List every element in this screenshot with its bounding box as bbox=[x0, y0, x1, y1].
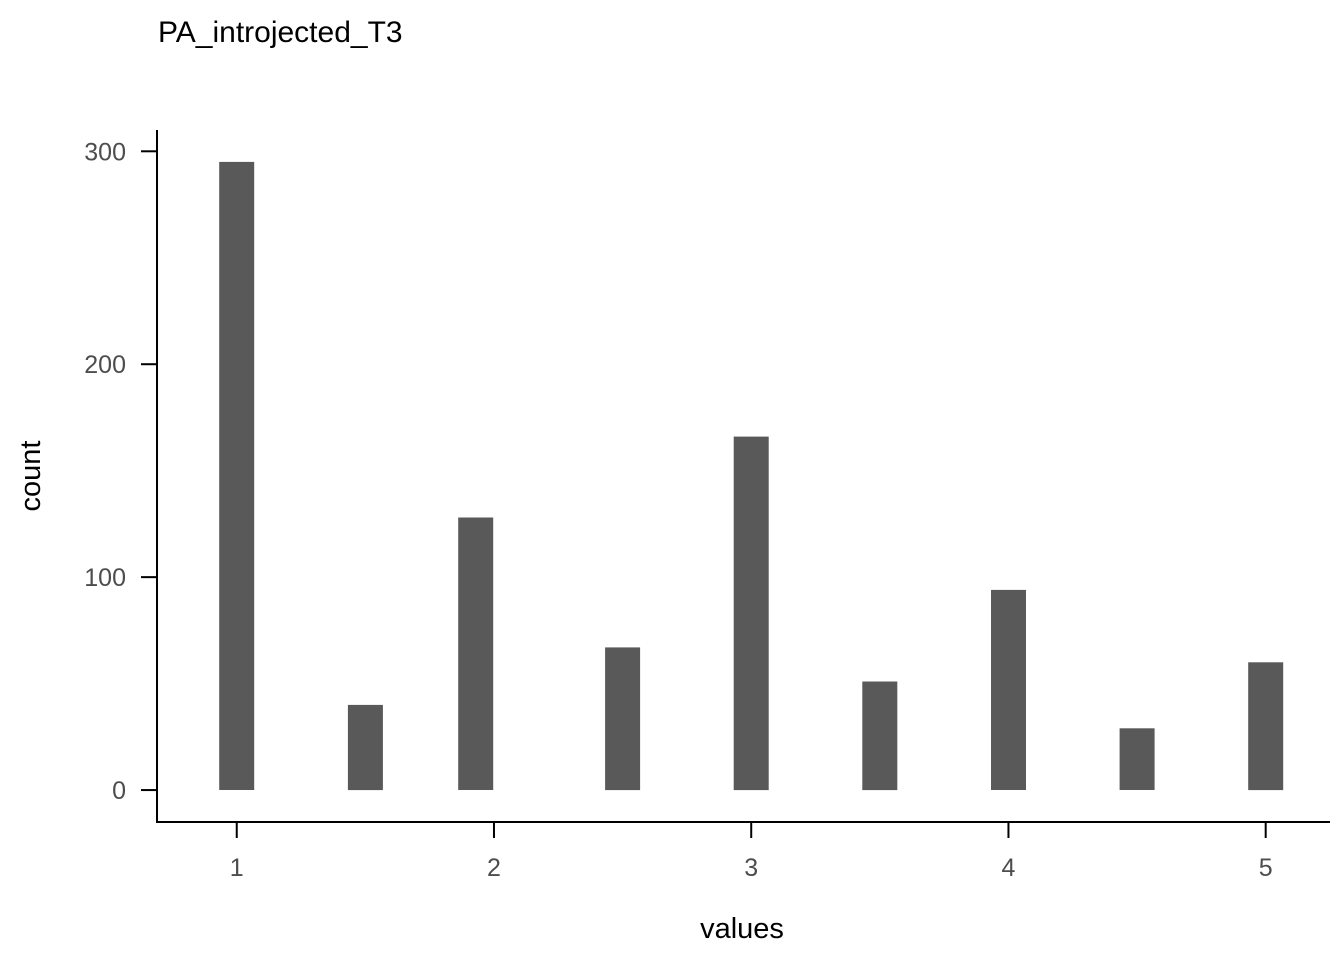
y-tick-label: 300 bbox=[84, 138, 126, 166]
y-axis-ticks: 0 100 200 300 bbox=[84, 138, 157, 805]
bar bbox=[605, 647, 641, 791]
bar bbox=[1248, 662, 1284, 791]
bar bbox=[458, 517, 494, 790]
x-axis-label: values bbox=[700, 913, 784, 945]
bar bbox=[862, 681, 898, 791]
bar bbox=[733, 436, 769, 791]
bar bbox=[219, 161, 255, 790]
x-tick-label: 3 bbox=[744, 854, 758, 882]
x-axis-ticks: 1 2 3 4 5 bbox=[230, 822, 1273, 882]
x-tick-label: 2 bbox=[487, 854, 501, 882]
x-tick-label: 4 bbox=[1002, 854, 1016, 882]
chart-title: PA_introjected_T3 bbox=[158, 16, 403, 49]
x-tick-label: 1 bbox=[230, 854, 244, 882]
bar bbox=[991, 589, 1026, 790]
bar bbox=[1119, 728, 1155, 790]
y-axis-label: count bbox=[15, 441, 47, 512]
x-tick-label: 5 bbox=[1259, 854, 1273, 882]
bar bbox=[347, 704, 383, 791]
bars-group bbox=[219, 161, 1284, 791]
y-tick-label: 0 bbox=[112, 777, 126, 805]
y-tick-label: 200 bbox=[84, 351, 126, 379]
y-tick-label: 100 bbox=[84, 564, 126, 592]
